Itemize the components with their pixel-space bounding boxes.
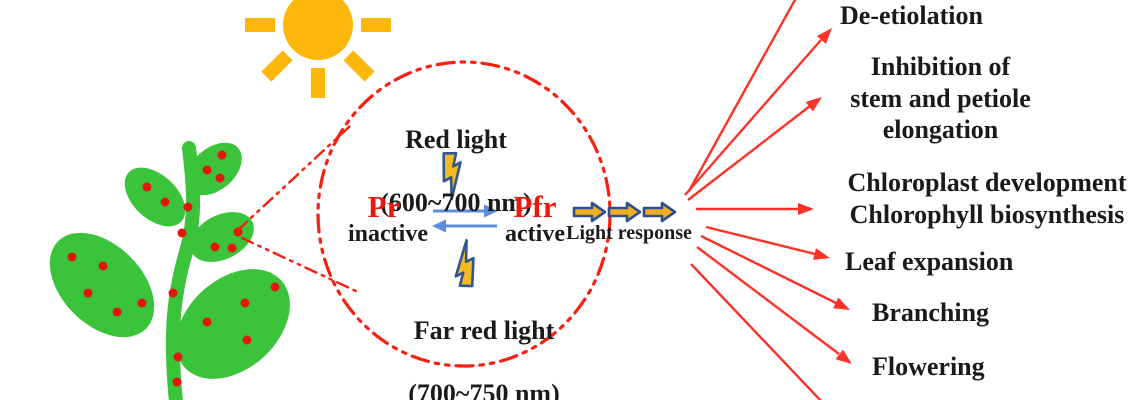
pfr-state-label: active [505, 221, 565, 247]
red-light-label: Red light [405, 124, 507, 154]
plant-illustration [49, 141, 290, 400]
red-light-bolt-icon [442, 151, 462, 201]
reversible-reaction-arrows-icon [432, 204, 498, 233]
far-red-light-label: Far red light [413, 315, 555, 345]
magnifier-callout-lines [236, 124, 360, 294]
pr-state-label: inactive [348, 221, 428, 247]
response-fan-arrows [684, 0, 852, 400]
response-label-branching: Branching [872, 298, 990, 327]
pr-symbol: Pr [367, 189, 401, 224]
far-red-light-range: (700~750 nm) [408, 379, 560, 400]
light-response-label: Light response [566, 222, 692, 244]
response-label-de-etiolation: De-etiolation [840, 1, 983, 30]
red-light-label-block: Red light (600~700 nm) [380, 92, 532, 251]
response-label-flowering: Flowering [872, 352, 985, 381]
response-label-leaf-expansion: Leaf expansion [845, 247, 1014, 276]
pfr-symbol: Pfr [513, 189, 557, 224]
sun-icon [245, 0, 391, 98]
red-light-range: (600~700 nm) [380, 188, 532, 218]
phytochrome-dots [67, 150, 280, 387]
response-label-inhibition-elongation: Inhibition of stem and petiole elongatio… [850, 52, 1031, 145]
light-response-arrows-icon [572, 201, 677, 223]
far-red-light-label-block: Far red light (700~750 nm) [400, 283, 568, 400]
far-red-light-bolt-icon [454, 238, 475, 288]
response-label-chloroplast-chlorophyll: Chloroplast development Chlorophyll bios… [847, 168, 1127, 229]
